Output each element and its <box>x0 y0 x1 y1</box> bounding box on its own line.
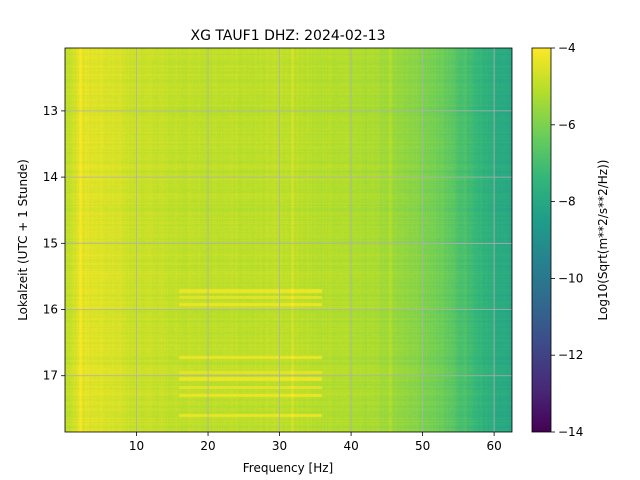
plot-frame <box>64 47 513 433</box>
y-axis-label: Lokalzeit (UTC + 1 Stunde) <box>16 159 30 321</box>
colorbar-tick-label: −6 <box>558 118 576 132</box>
x-tick-label: 40 <box>343 439 358 453</box>
spectrogram-heatmap <box>65 48 512 432</box>
x-tick-label: 30 <box>272 439 287 453</box>
plot-area <box>65 48 512 432</box>
colorbar-fill <box>532 48 551 432</box>
colorbar-ticks: −4 −6 −8 −10 −12 −14 <box>551 41 583 439</box>
chart-title: XG TAUF1 DHZ: 2024-02-13 <box>190 28 385 44</box>
x-tick-label: 60 <box>486 439 501 453</box>
y-tick-label: 15 <box>43 236 58 250</box>
x-tick-label: 10 <box>129 439 144 453</box>
y-tick-label: 14 <box>43 170 58 184</box>
x-tick-label: 50 <box>415 439 430 453</box>
colorbar-tick-label: −12 <box>558 348 583 362</box>
colorbar-frame <box>531 47 552 433</box>
x-axis-label: Frequency [Hz] <box>243 461 334 475</box>
colorbar-tick-label: −8 <box>558 195 576 209</box>
colorbar-tick-label: −4 <box>558 41 576 55</box>
x-axis: 10 20 30 40 50 60 <box>129 432 502 453</box>
colorbar-tick-label: −14 <box>558 425 583 439</box>
grid-lines <box>65 48 512 432</box>
y-tick-label: 17 <box>43 369 58 383</box>
x-tick-label: 20 <box>200 439 215 453</box>
y-tick-label: 13 <box>43 104 58 118</box>
colorbar: −4 −6 −8 −10 −12 −14 Log10(Sqrt(m**2/s**2/Hz)… <box>531 41 610 439</box>
colorbar-tick-label: −10 <box>558 271 583 285</box>
colorbar-label: Log10(Sqrt(m**2/s**2/Hz)) <box>596 160 610 321</box>
y-axis: 13 14 15 16 17 <box>43 104 65 383</box>
y-tick-label: 16 <box>43 303 58 317</box>
